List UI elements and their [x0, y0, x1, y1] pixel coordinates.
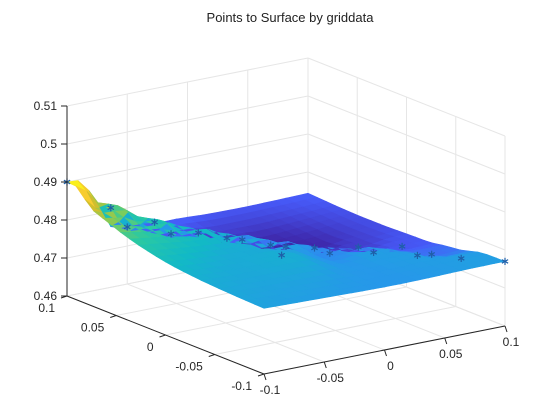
marker-arm	[457, 256, 465, 261]
y-tick-label: 0	[147, 340, 154, 354]
y-grid-floor	[214, 306, 456, 355]
y-tick-mark	[257, 373, 265, 377]
data-point-marker	[278, 251, 286, 259]
z-grid-back	[66, 133, 309, 183]
data-point-marker	[428, 250, 436, 258]
x-tick-mark	[504, 325, 508, 333]
x-tick-label: 0.1	[503, 335, 520, 349]
marker-arm	[282, 244, 290, 249]
data-point-marker	[167, 230, 175, 238]
data-point-marker	[123, 223, 131, 231]
z-grid-side	[307, 57, 506, 137]
marker-arm	[398, 244, 406, 249]
z-tick-label: 0.46	[34, 289, 58, 303]
surface-patch	[484, 257, 507, 264]
z-grid-back	[66, 57, 309, 107]
marker-arm	[151, 219, 159, 225]
surface-layer	[65, 180, 507, 309]
marker-arm	[194, 230, 202, 236]
z-grid-back	[66, 95, 309, 145]
z-grid-side	[307, 171, 506, 251]
tick-layer: -0.1-0.0500.050.1-0.1-0.0500.050.10.460.…	[34, 99, 520, 397]
y-tick-label: -0.1	[231, 379, 252, 393]
marker-arm	[167, 231, 175, 237]
y-tick-mark	[159, 334, 166, 338]
marker-layer	[63, 178, 509, 265]
z-tick-label: 0.48	[34, 213, 58, 227]
x-tick-mark	[323, 361, 327, 369]
marker-arm	[123, 224, 131, 230]
data-point-marker	[282, 242, 290, 250]
x-tick-label: -0.1	[260, 383, 281, 397]
data-point-marker	[267, 241, 275, 249]
marker-arm	[107, 205, 115, 211]
data-point-marker	[370, 248, 378, 256]
data-point-marker	[223, 234, 231, 242]
z-grid-side	[307, 95, 506, 175]
y-tick-label: 0.1	[38, 301, 55, 315]
marker-arm	[326, 250, 334, 256]
z-tick-label: 0.5	[40, 137, 57, 151]
marker-arm	[501, 259, 509, 264]
z-grid-side	[307, 133, 506, 213]
y-tick-label: -0.05	[175, 360, 203, 374]
data-point-marker	[238, 236, 246, 244]
data-point-marker	[311, 244, 318, 252]
marker-arm	[267, 242, 275, 248]
data-point-marker	[354, 243, 362, 251]
x-tick-mark	[444, 337, 448, 345]
z-tick-label: 0.47	[34, 251, 58, 265]
x-tick-label: -0.05	[317, 371, 345, 385]
data-point-marker	[457, 254, 465, 262]
y-tick-mark	[110, 315, 117, 318]
data-point-marker	[501, 257, 509, 265]
marker-arm	[413, 253, 421, 258]
z-tick-label: 0.51	[34, 99, 58, 113]
x-tick-mark	[263, 373, 267, 381]
y-grid-floor	[165, 286, 407, 336]
marker-arm	[370, 250, 378, 255]
marker-arm	[311, 245, 318, 251]
x-tick-label: 0.05	[439, 347, 463, 361]
data-point-marker	[194, 229, 202, 237]
marker-arm	[278, 252, 286, 258]
y-tick-mark	[208, 354, 215, 357]
z-tick-label: 0.49	[34, 175, 58, 189]
x-tick-mark	[384, 349, 387, 357]
data-point-marker	[398, 242, 406, 250]
y-tick-label: 0.05	[81, 321, 105, 335]
marker-arm	[354, 244, 362, 250]
data-point-marker	[413, 251, 421, 259]
chart-title: Points to Surface by griddata	[207, 10, 375, 25]
data-point-marker	[107, 204, 115, 212]
data-point-marker	[151, 218, 159, 226]
data-point-marker	[326, 249, 334, 257]
x-tick-label: 0	[387, 359, 394, 373]
marker-arm	[428, 251, 436, 257]
marker-arm	[223, 235, 231, 241]
marker-arm	[238, 237, 246, 242]
